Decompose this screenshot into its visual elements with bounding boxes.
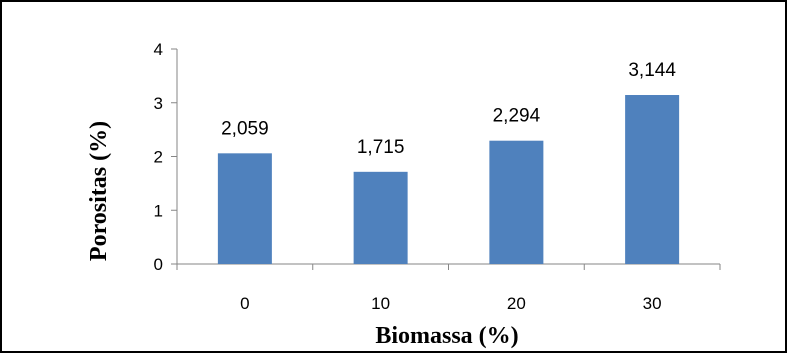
x-axis [176,263,721,270]
bar [217,153,272,264]
x-axis-title: Biomassa (%) [375,323,518,349]
data-labels: 2,059 1,715 2,294 3,144 [221,60,676,158]
y-tick-label: 2 [154,148,163,167]
bar [353,171,408,264]
x-tick-labels: 0 10 20 30 [240,294,661,313]
data-label: 2,059 [221,118,269,139]
data-label: 2,294 [493,106,541,127]
x-tick-label: 0 [240,294,249,313]
x-tick-label: 20 [507,294,526,313]
x-tick-label: 10 [371,294,390,313]
bars [217,95,680,264]
y-tick-label: 1 [154,201,163,220]
data-label: 3,144 [628,60,676,81]
y-axis [171,48,178,265]
y-tick-label: 3 [154,94,163,113]
x-tick-label: 30 [643,294,662,313]
y-axis-title: Porositas (%) [86,121,112,261]
y-tick-label: 0 [154,255,163,274]
bar [625,95,680,264]
bar [489,140,544,264]
data-label: 1,715 [357,137,405,158]
y-tick-labels: 0 1 2 3 4 [154,40,163,274]
y-tick-label: 4 [154,40,163,59]
